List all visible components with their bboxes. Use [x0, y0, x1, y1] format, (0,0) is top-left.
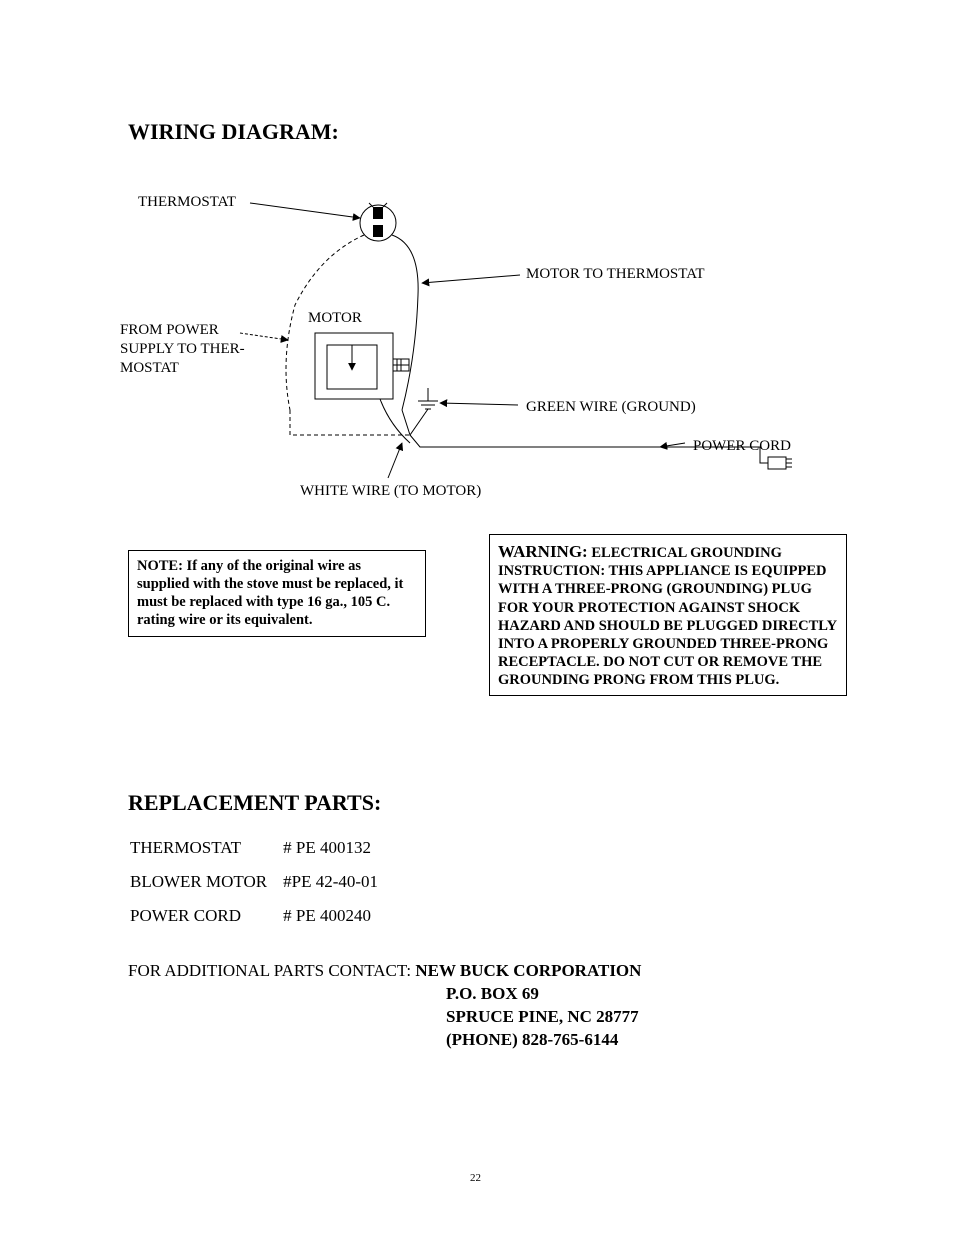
parts-table: THERMOSTAT # PE 400132 BLOWER MOTOR #PE … — [128, 830, 394, 934]
label-motor-to-thermostat: MOTOR TO THERMOSTAT — [526, 265, 705, 284]
contact-intro: FOR ADDITIONAL PARTS CONTACT: — [128, 961, 415, 980]
contact-block: FOR ADDITIONAL PARTS CONTACT: NEW BUCK C… — [128, 960, 848, 1052]
label-green-wire: GREEN WIRE (GROUND) — [526, 398, 696, 417]
warning-lead: WARNING: — [498, 542, 588, 561]
heading-wiring-diagram: WIRING DIAGRAM: — [128, 119, 339, 145]
part-number: # PE 400132 — [283, 832, 392, 864]
warning-text: ELECTRICAL GROUNDING INSTRUCTION: THIS A… — [498, 545, 837, 688]
note-text: NOTE: If any of the original wire as sup… — [137, 558, 403, 628]
ground-symbol — [418, 388, 438, 409]
label-from-power-3: MOSTAT — [120, 359, 179, 378]
plug-symbol — [768, 457, 792, 469]
label-power-cord: POWER CORD — [693, 437, 791, 456]
page-number: 22 — [470, 1172, 481, 1184]
label-motor: MOTOR — [308, 309, 362, 328]
part-name: THERMOSTAT — [130, 832, 281, 864]
page: WIRING DIAGRAM: — [0, 0, 954, 1235]
arrow-green-wire — [440, 403, 518, 405]
label-from-power-1: FROM POWER — [120, 321, 219, 340]
part-name: BLOWER MOTOR — [130, 866, 281, 898]
note-box: NOTE: If any of the original wire as sup… — [128, 550, 426, 637]
arrow-motor-to-thermostat — [422, 275, 520, 283]
part-number: # PE 400240 — [283, 900, 392, 932]
wire-join — [402, 409, 428, 435]
label-from-power-2: SUPPLY TO THER- — [120, 340, 245, 359]
table-row: BLOWER MOTOR #PE 42-40-01 — [130, 866, 392, 898]
arrow-from-power — [240, 333, 288, 340]
contact-addr1: P.O. BOX 69 — [446, 984, 539, 1003]
table-row: POWER CORD # PE 400240 — [130, 900, 392, 932]
label-thermostat: THERMOSTAT — [138, 193, 236, 212]
heading-replacement-parts: REPLACEMENT PARTS: — [128, 790, 381, 816]
arrow-power-cord — [660, 443, 685, 447]
label-white-wire: WHITE WIRE (TO MOTOR) — [300, 482, 481, 501]
part-name: POWER CORD — [130, 900, 281, 932]
contact-company: NEW BUCK CORPORATION — [415, 961, 641, 980]
thermostat-symbol — [360, 203, 396, 241]
contact-phone: (PHONE) 828-765-6144 — [446, 1030, 618, 1049]
arrow-thermostat — [250, 203, 360, 218]
motor-box — [315, 333, 409, 399]
table-row: THERMOSTAT # PE 400132 — [130, 832, 392, 864]
wire-right-solid — [392, 235, 418, 410]
part-number: #PE 42-40-01 — [283, 866, 392, 898]
contact-addr2: SPRUCE PINE, NC 28777 — [446, 1007, 639, 1026]
warning-box: WARNING: ELECTRICAL GROUNDING INSTRUCTIO… — [489, 534, 847, 696]
arrow-white-wire — [388, 443, 402, 478]
